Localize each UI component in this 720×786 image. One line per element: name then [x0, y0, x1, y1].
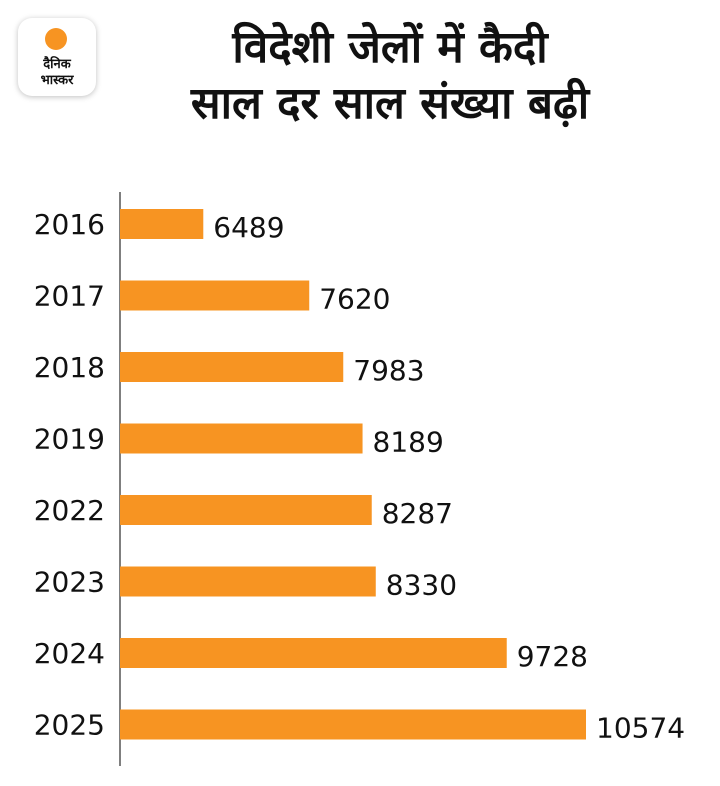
y-tick-label: 2019 — [34, 423, 105, 456]
bar — [120, 709, 586, 740]
y-tick-label: 2025 — [34, 709, 105, 742]
logo-text-line2: भास्कर — [40, 73, 74, 88]
bar-value-label: 8287 — [382, 497, 453, 530]
bar-value-label: 10574 — [596, 712, 685, 745]
bar — [120, 638, 507, 668]
bar — [120, 209, 204, 239]
chart-title-line2: साल दर साल संख्या बढ़ी — [190, 78, 590, 129]
bar-value-label: 7983 — [353, 354, 424, 387]
bar-value-label: 9728 — [517, 640, 588, 673]
y-tick-label: 2017 — [34, 280, 105, 313]
bar-value-label: 7620 — [319, 283, 390, 316]
dainik-bhaskar-logo: दैनिक भास्कर — [18, 18, 96, 96]
chart-title-line1: विदेशी जेलों में कैदी — [232, 22, 548, 73]
sun-icon — [45, 28, 67, 50]
y-tick-label: 2022 — [34, 494, 105, 527]
bar — [120, 423, 363, 454]
y-tick-label: 2016 — [34, 208, 105, 241]
bar — [120, 280, 310, 311]
bar — [120, 352, 344, 382]
bar — [120, 566, 376, 597]
bar — [120, 495, 372, 525]
logo-text-line1: दैनिक — [43, 57, 71, 72]
chart-title: विदेशी जेलों में कैदी साल दर साल संख्या … — [110, 20, 670, 132]
y-tick-label: 2023 — [34, 566, 105, 599]
bar-value-label: 6489 — [213, 211, 284, 244]
y-tick-label: 2018 — [34, 351, 105, 384]
y-tick-label: 2024 — [34, 637, 105, 670]
bar-value-label: 8330 — [386, 569, 457, 602]
bar-value-label: 8189 — [373, 426, 444, 459]
